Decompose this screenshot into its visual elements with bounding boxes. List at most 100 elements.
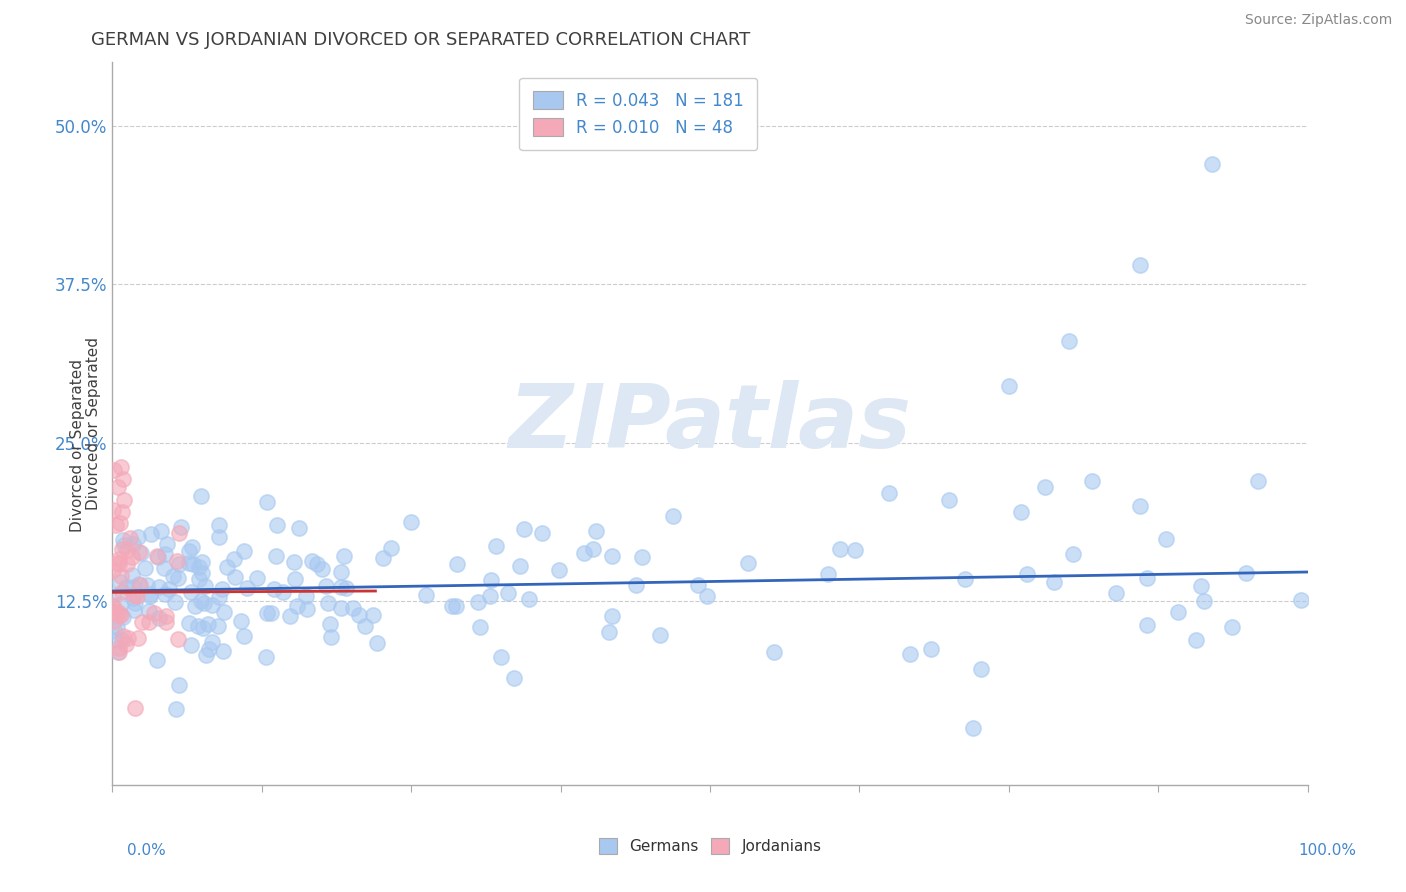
Point bbox=[193, 596, 215, 610]
Point bbox=[107, 605, 129, 619]
Point bbox=[329, 580, 352, 594]
Point bbox=[696, 589, 718, 603]
Point bbox=[179, 616, 201, 631]
Point bbox=[600, 609, 623, 624]
Point bbox=[150, 524, 173, 538]
Legend: Germans, Jordanians: Germans, Jordanians bbox=[592, 832, 828, 861]
Point bbox=[108, 641, 131, 656]
Point bbox=[134, 561, 156, 575]
Point bbox=[1247, 474, 1270, 488]
Point bbox=[879, 486, 901, 500]
Point bbox=[103, 605, 125, 619]
Point bbox=[502, 671, 524, 685]
Point bbox=[111, 585, 134, 599]
Point bbox=[122, 588, 145, 602]
Point bbox=[105, 556, 128, 570]
Point bbox=[1010, 505, 1032, 519]
Text: Divorced or Separated: Divorced or Separated bbox=[70, 359, 84, 533]
Point bbox=[970, 662, 993, 676]
Point bbox=[101, 563, 124, 577]
Point bbox=[215, 560, 238, 574]
Point bbox=[371, 550, 394, 565]
Point bbox=[441, 599, 464, 613]
Point bbox=[1167, 605, 1189, 619]
Text: 100.0%: 100.0% bbox=[1299, 843, 1357, 858]
Point bbox=[105, 632, 128, 647]
Point bbox=[194, 648, 217, 662]
Point bbox=[111, 505, 134, 519]
Point bbox=[107, 644, 129, 658]
Point bbox=[401, 515, 423, 529]
Point bbox=[103, 615, 125, 629]
Point bbox=[1201, 157, 1223, 171]
Point bbox=[107, 551, 129, 566]
Point bbox=[197, 616, 219, 631]
Point bbox=[315, 579, 337, 593]
Point bbox=[301, 554, 323, 568]
Point bbox=[124, 595, 146, 609]
Point bbox=[190, 593, 212, 607]
Point bbox=[762, 645, 785, 659]
Point bbox=[167, 558, 190, 572]
Point bbox=[128, 545, 150, 559]
Point bbox=[319, 630, 342, 644]
Point bbox=[184, 599, 207, 613]
Point bbox=[162, 569, 184, 583]
Point bbox=[232, 629, 254, 643]
Point bbox=[148, 580, 170, 594]
Point bbox=[1154, 532, 1177, 546]
Point bbox=[103, 623, 125, 637]
Point bbox=[180, 638, 202, 652]
Point bbox=[163, 594, 186, 608]
Point bbox=[110, 574, 132, 589]
Point bbox=[128, 577, 150, 591]
Point bbox=[295, 589, 318, 603]
Point bbox=[212, 644, 235, 658]
Point bbox=[101, 598, 124, 612]
Point bbox=[125, 589, 148, 603]
Point bbox=[1189, 579, 1212, 593]
Point bbox=[207, 517, 229, 532]
Point bbox=[1291, 593, 1313, 607]
Point bbox=[155, 609, 177, 624]
Point bbox=[602, 549, 624, 564]
Point bbox=[233, 543, 256, 558]
Point bbox=[962, 721, 984, 735]
Point bbox=[127, 530, 149, 544]
Point bbox=[363, 607, 385, 622]
Point bbox=[124, 701, 146, 715]
Point bbox=[598, 625, 620, 640]
Point bbox=[307, 558, 329, 572]
Point bbox=[648, 628, 671, 642]
Point bbox=[1062, 547, 1084, 561]
Point bbox=[110, 569, 132, 583]
Point bbox=[817, 567, 839, 582]
Point bbox=[330, 566, 353, 580]
Point bbox=[207, 619, 229, 633]
Point bbox=[112, 538, 135, 552]
Point bbox=[1017, 567, 1039, 582]
Point bbox=[169, 525, 191, 540]
Point bbox=[489, 649, 512, 664]
Point bbox=[688, 578, 710, 592]
Point bbox=[214, 606, 236, 620]
Point bbox=[105, 620, 128, 634]
Point bbox=[170, 520, 193, 534]
Point bbox=[366, 636, 388, 650]
Point bbox=[117, 631, 139, 645]
Point bbox=[101, 588, 124, 602]
Point bbox=[121, 537, 143, 551]
Point bbox=[129, 577, 152, 591]
Point bbox=[318, 616, 340, 631]
Point bbox=[129, 546, 152, 560]
Point bbox=[121, 568, 143, 582]
Point bbox=[273, 584, 295, 599]
Point bbox=[498, 585, 520, 599]
Point bbox=[349, 607, 371, 622]
Point bbox=[188, 573, 211, 587]
Point bbox=[830, 542, 852, 557]
Point bbox=[190, 489, 212, 503]
Point bbox=[1081, 474, 1104, 488]
Point bbox=[201, 598, 224, 612]
Point bbox=[256, 495, 278, 509]
